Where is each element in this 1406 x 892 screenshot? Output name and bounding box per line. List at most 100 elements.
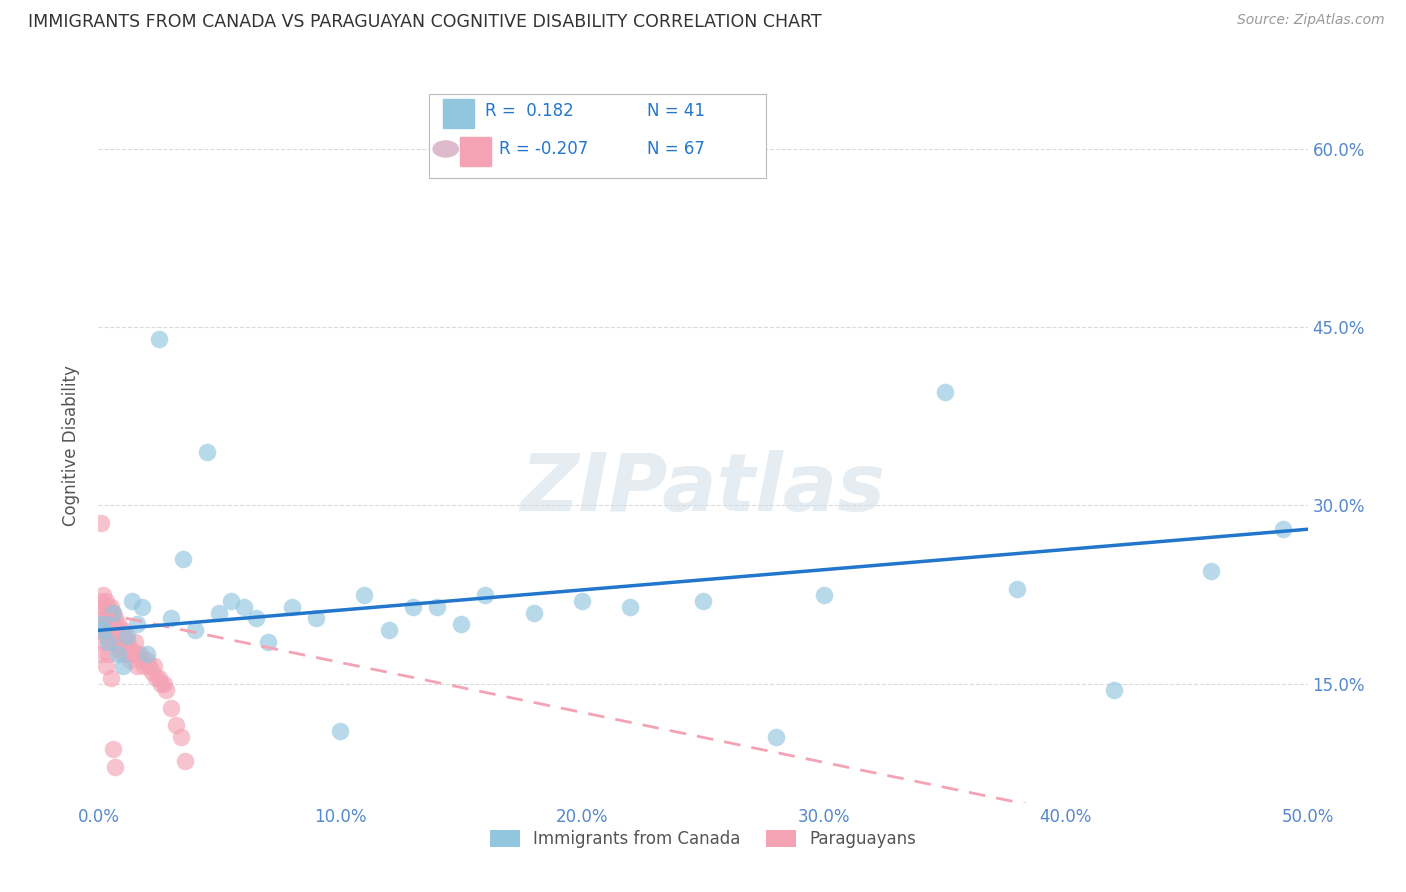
Point (281, 599, 304, 614)
Point (90, 624, 112, 638)
Point (111, 647, 134, 661)
Point (97, 647, 120, 661)
Point (91, 599, 114, 614)
Point (128, 647, 150, 661)
Point (104, 611, 127, 625)
Point (100, 671, 122, 685)
Point (117, 647, 139, 661)
Point (107, 647, 129, 661)
Point (97, 611, 120, 625)
Point (90, 617, 112, 632)
Point (107, 641, 129, 656)
Point (107, 617, 129, 632)
Point (160, 700, 183, 714)
Point (256, 635, 278, 649)
Point (101, 606, 124, 620)
Point (184, 624, 207, 638)
Point (1272, 522, 1295, 536)
Text: IMMIGRANTS FROM CANADA VS PARAGUAYAN COGNITIVE DISABILITY CORRELATION CHART: IMMIGRANTS FROM CANADA VS PARAGUAYAN COG… (28, 13, 821, 31)
Point (127, 647, 149, 661)
Point (118, 641, 141, 656)
Point (377, 624, 399, 638)
Text: N = 67: N = 67 (647, 140, 704, 158)
Point (94, 593, 117, 607)
Point (143, 659, 166, 673)
Point (108, 635, 131, 649)
Point (117, 629, 139, 643)
Point (329, 724, 352, 739)
Point (148, 332, 170, 346)
Point (426, 599, 449, 614)
Point (221, 593, 243, 607)
Point (101, 617, 124, 632)
Point (138, 659, 160, 673)
Point (97, 617, 120, 632)
Point (104, 624, 127, 638)
Text: ZIPatlas: ZIPatlas (520, 450, 886, 528)
Point (94, 611, 117, 625)
Point (169, 731, 191, 745)
Point (104, 635, 127, 649)
Y-axis label: Cognitive Disability: Cognitive Disability (62, 366, 80, 526)
Legend: Immigrants from Canada, Paraguayans: Immigrants from Canada, Paraguayans (484, 823, 922, 855)
Point (1007, 582, 1029, 596)
Point (111, 659, 134, 673)
Point (101, 629, 124, 643)
Point (692, 593, 714, 607)
Point (90, 647, 112, 661)
Text: R =  0.182: R = 0.182 (485, 102, 574, 120)
Point (813, 588, 835, 602)
Point (94, 599, 117, 614)
Point (1102, 682, 1125, 697)
Point (402, 599, 425, 614)
Point (111, 624, 134, 638)
Point (111, 635, 134, 649)
Point (934, 385, 956, 400)
Point (91, 588, 114, 602)
Point (135, 653, 157, 667)
Point (353, 588, 375, 602)
Point (131, 653, 153, 667)
Point (100, 599, 122, 614)
Point (121, 647, 143, 661)
Point (91, 624, 114, 638)
Point (91, 635, 114, 649)
Point (97, 629, 120, 643)
Point (134, 659, 156, 673)
Text: R = -0.207: R = -0.207 (499, 140, 588, 158)
Point (174, 754, 197, 768)
Point (90, 593, 112, 607)
Point (100, 611, 122, 625)
Point (305, 611, 328, 625)
Point (124, 635, 146, 649)
Point (145, 671, 167, 685)
Point (94, 659, 117, 673)
Point (90, 516, 112, 531)
Point (91, 624, 114, 638)
Point (474, 588, 496, 602)
Point (100, 635, 122, 649)
Point (1199, 564, 1222, 578)
Point (165, 718, 187, 732)
Point (195, 445, 218, 459)
Point (97, 635, 120, 649)
Point (148, 671, 170, 685)
Point (117, 635, 139, 649)
Text: N = 41: N = 41 (647, 102, 704, 120)
Point (114, 629, 136, 643)
Point (131, 599, 153, 614)
Point (571, 593, 593, 607)
Point (450, 617, 472, 632)
Point (127, 659, 149, 673)
Point (619, 599, 641, 614)
Point (124, 647, 146, 661)
Point (245, 611, 267, 625)
Point (765, 731, 787, 745)
Point (107, 629, 129, 643)
Point (127, 617, 149, 632)
Point (160, 611, 183, 625)
Point (208, 606, 231, 620)
Point (523, 606, 546, 620)
Point (91, 611, 114, 625)
Point (97, 599, 120, 614)
